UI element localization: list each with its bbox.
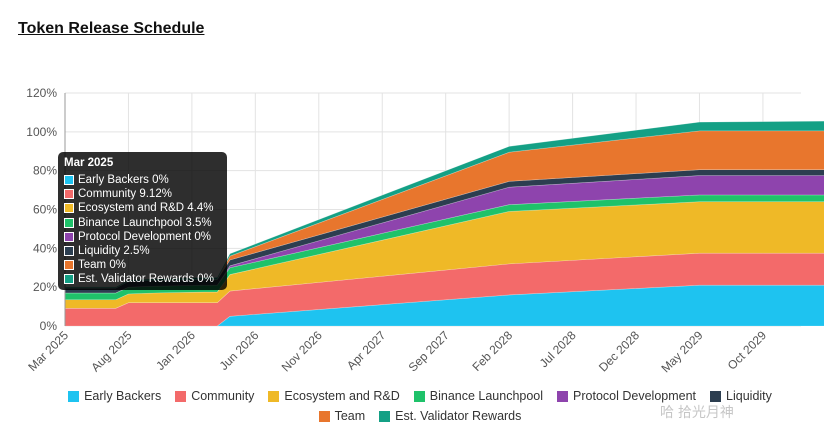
x-tick-label: Nov 2026: [279, 328, 325, 374]
chart-tooltip: Mar 2025 Early Backers 0% Community 9.12%…: [58, 152, 227, 290]
legend-item-early-backers[interactable]: Early Backers: [68, 389, 161, 403]
x-tick-label: Feb 2028: [469, 328, 515, 374]
legend-label: Community: [191, 389, 255, 403]
watermark: 哈 拾光月神: [660, 404, 734, 420]
page-title: Token Release Schedule: [18, 20, 205, 37]
legend-swatch: [175, 390, 187, 402]
tooltip-row-label: Est. Validator Rewards 0%: [78, 273, 214, 286]
y-tick-label: 40%: [33, 241, 57, 255]
x-tick-label: Oct 2029: [725, 328, 770, 373]
tooltip-row-label: Community 9.12%: [78, 188, 172, 201]
tooltip-row: Team 0%: [64, 258, 221, 272]
legend-swatch: [413, 390, 425, 402]
legend-item-liquidity[interactable]: Liquidity: [710, 389, 772, 403]
x-tick-label: Jan 2026: [153, 328, 198, 373]
legend-item-community[interactable]: Community: [175, 389, 254, 403]
y-tick-label: 80%: [33, 164, 57, 178]
tooltip-title: Mar 2025: [64, 157, 114, 169]
legend-label: Team: [334, 409, 366, 423]
legend-item-ecosystem-and-r-d[interactable]: Ecosystem and R&D: [268, 389, 400, 403]
tooltip-row: Early Backers 0%: [64, 173, 221, 187]
x-tick-label: Sep 2027: [406, 328, 452, 374]
x-tick-label: Dec 2028: [596, 328, 642, 374]
y-tick-label: 120%: [26, 86, 57, 100]
tooltip-swatch: [64, 231, 74, 242]
legend-swatch: [268, 390, 280, 402]
legend-label: Early Backers: [84, 389, 162, 403]
tooltip-row: Community 9.12%: [64, 187, 221, 201]
tooltip-row-label: Ecosystem and R&D 4.4%: [78, 202, 214, 215]
tooltip-swatch: [64, 260, 74, 271]
y-tick-label: 20%: [33, 280, 57, 294]
legend-label: Est. Validator Rewards: [395, 409, 522, 423]
y-tick-label: 100%: [26, 125, 57, 139]
legend-label: Ecosystem and R&D: [284, 389, 400, 403]
legend-swatch: [68, 390, 80, 402]
tooltip-swatch: [64, 175, 74, 186]
x-tick-label: Mar 2025: [25, 328, 71, 374]
tooltip-swatch: [64, 203, 74, 214]
tooltip-swatch: [64, 246, 74, 257]
tooltip-row-label: Early Backers 0%: [78, 174, 169, 187]
chart-legend: Early Backers Community Ecosystem and R&D B…: [40, 389, 800, 423]
tooltip-row: Ecosystem and R&D 4.4%: [64, 201, 221, 215]
legend-label: Binance Launchpool: [429, 389, 544, 403]
x-tick-label: May 2029: [658, 328, 705, 375]
area-ecosystem-and-r-d: [64, 201, 824, 309]
tooltip-row: Binance Launchpool 3.5%: [64, 216, 221, 230]
tooltip-row-label: Binance Launchpool 3.5%: [78, 216, 212, 229]
legend-label: Liquidity: [726, 389, 772, 403]
tooltip-swatch: [64, 217, 74, 228]
y-tick-label: 60%: [33, 203, 57, 217]
tooltip-row-label: Protocol Development 0%: [78, 230, 211, 243]
legend-item-team[interactable]: Team: [318, 409, 366, 423]
legend-item-est-validator-rewards[interactable]: Est. Validator Rewards: [379, 409, 521, 423]
tooltip-swatch: [64, 274, 74, 285]
tooltip-row-label: Team 0%: [78, 259, 126, 272]
legend-label: Protocol Development: [573, 389, 697, 403]
legend-swatch: [710, 390, 722, 402]
y-tick-label: 0%: [40, 319, 58, 333]
tooltip-row: Liquidity 2.5%: [64, 244, 221, 258]
tooltip-rows: Early Backers 0% Community 9.12% Ecosystem…: [64, 173, 221, 287]
x-tick-label: Jul 2028: [537, 328, 579, 370]
x-tick-label: Aug 2025: [88, 328, 134, 374]
legend-item-binance-launchpool[interactable]: Binance Launchpool: [413, 389, 544, 403]
legend-item-protocol-development[interactable]: Protocol Development: [557, 389, 696, 403]
legend-swatch: [318, 410, 330, 422]
tooltip-row: Est. Validator Rewards 0%: [64, 272, 221, 286]
x-tick-label: Apr 2027: [344, 328, 389, 373]
legend-swatch: [557, 390, 569, 402]
x-tick-label: Jun 2026: [217, 328, 262, 373]
tooltip-swatch: [64, 189, 74, 200]
tooltip-row-label: Liquidity 2.5%: [78, 245, 150, 258]
tooltip-row: Protocol Development 0%: [64, 230, 221, 244]
legend-swatch: [379, 410, 391, 422]
